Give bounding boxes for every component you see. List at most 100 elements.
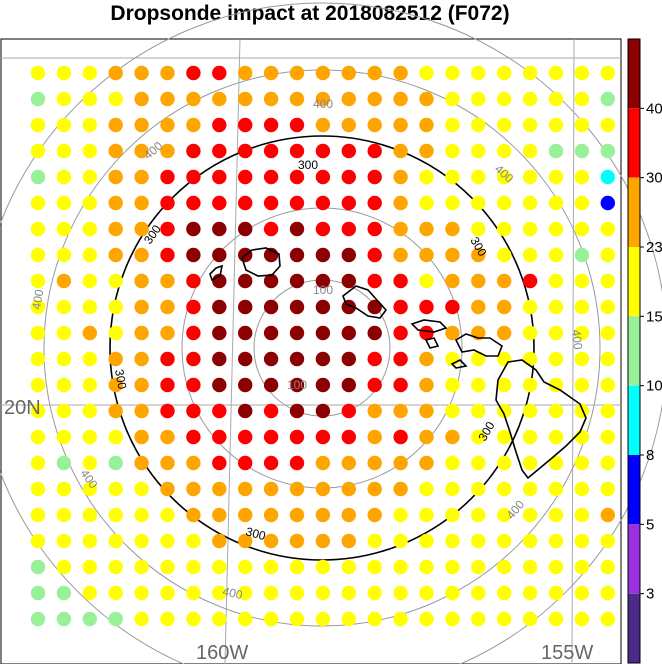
- impact-point: [574, 65, 590, 81]
- impact-point: [30, 91, 46, 107]
- impact-point: [548, 611, 564, 627]
- impact-point: [471, 403, 486, 419]
- colorbar-label: 23: [646, 239, 662, 256]
- impact-point: [419, 299, 434, 315]
- impact-point: [186, 585, 201, 601]
- island-maui: [454, 333, 503, 357]
- impact-point: [522, 429, 538, 445]
- impact-point: [263, 455, 279, 471]
- impact-point: [522, 247, 538, 263]
- impact-point: [548, 221, 564, 237]
- impact-point: [108, 403, 123, 419]
- island-molokai: [410, 319, 448, 333]
- impact-point: [471, 195, 486, 211]
- impact-point: [522, 403, 538, 419]
- impact-point: [393, 273, 408, 289]
- impact-point: [160, 143, 175, 159]
- impact-point: [522, 117, 538, 133]
- impact-point: [574, 195, 590, 211]
- impact-point: [315, 533, 331, 549]
- impact-point: [341, 585, 356, 601]
- impact-point: [471, 91, 486, 107]
- impact-point: [186, 117, 201, 133]
- impact-point: [315, 117, 331, 133]
- island-kauai: [241, 247, 281, 277]
- impact-point: [471, 533, 486, 549]
- impact-point: [134, 559, 149, 575]
- impact-point: [445, 117, 460, 133]
- impact-point: [56, 299, 72, 315]
- impact-point: [341, 507, 356, 523]
- impact-point: [289, 117, 305, 133]
- impact-point: [574, 507, 590, 523]
- colorbar-segment: [628, 247, 640, 317]
- ring-label-300-left2: 300: [112, 368, 129, 390]
- impact-point: [548, 507, 564, 523]
- impact-point: [238, 481, 253, 497]
- colorbar-label: 5: [646, 516, 654, 533]
- impact-point: [82, 611, 98, 627]
- impact-point: [600, 299, 615, 315]
- impact-point: [82, 351, 98, 367]
- impact-point: [212, 195, 227, 211]
- impact-point: [393, 247, 408, 263]
- ring-label-400-bl: 400: [78, 467, 101, 492]
- impact-point: [341, 403, 356, 419]
- impact-point: [393, 559, 408, 575]
- impact-point: [497, 299, 512, 315]
- impact-point: [574, 585, 590, 601]
- impact-point: [212, 221, 227, 237]
- impact-point: [522, 351, 538, 367]
- impact-point: [600, 325, 615, 341]
- impact-point: [289, 169, 305, 185]
- impact-point: [186, 429, 201, 445]
- impact-point: [160, 351, 175, 367]
- impact-point: [238, 455, 253, 471]
- impact-point: [30, 299, 46, 315]
- impact-point: [289, 429, 305, 445]
- impact-point: [134, 247, 149, 263]
- impact-point: [600, 455, 615, 471]
- impact-point: [212, 65, 227, 81]
- impact-point: [212, 143, 227, 159]
- impact-point: [160, 377, 175, 393]
- impact-point: [445, 455, 460, 471]
- impact-point: [367, 377, 382, 393]
- impact-point: [263, 221, 279, 237]
- impact-point: [600, 429, 615, 445]
- impact-point: [393, 455, 408, 471]
- impact-point: [212, 559, 227, 575]
- impact-point: [160, 65, 175, 81]
- impact-point: [186, 507, 201, 523]
- impact-point: [497, 585, 512, 601]
- island-oahu: [342, 285, 388, 319]
- colorbar: 40 30 23 15 10 8 5 3: [627, 38, 662, 664]
- impact-point: [289, 455, 305, 471]
- impact-point: [212, 429, 227, 445]
- impact-point: [600, 65, 615, 81]
- impact-point: [419, 117, 434, 133]
- impact-point: [108, 195, 123, 211]
- impact-point: [186, 481, 201, 497]
- impact-point: [30, 507, 46, 523]
- impact-point: [522, 585, 538, 601]
- impact-point: [263, 117, 279, 133]
- impact-point: [56, 91, 72, 107]
- impact-point: [160, 585, 175, 601]
- impact-point: [289, 507, 305, 523]
- impact-point: [574, 351, 590, 367]
- impact-point: [341, 273, 356, 289]
- impact-point: [56, 169, 72, 185]
- impact-point: [367, 533, 382, 549]
- impact-point: [160, 611, 175, 627]
- colorbar-segment: [628, 593, 640, 663]
- impact-point: [212, 611, 227, 627]
- impact-point: [108, 143, 123, 159]
- colorbar-label: 15: [646, 308, 662, 325]
- impact-point: [497, 325, 512, 341]
- impact-point: [497, 117, 512, 133]
- impact-point: [56, 351, 72, 367]
- impact-point: [419, 221, 434, 237]
- impact-point: [600, 481, 615, 497]
- impact-point: [393, 143, 408, 159]
